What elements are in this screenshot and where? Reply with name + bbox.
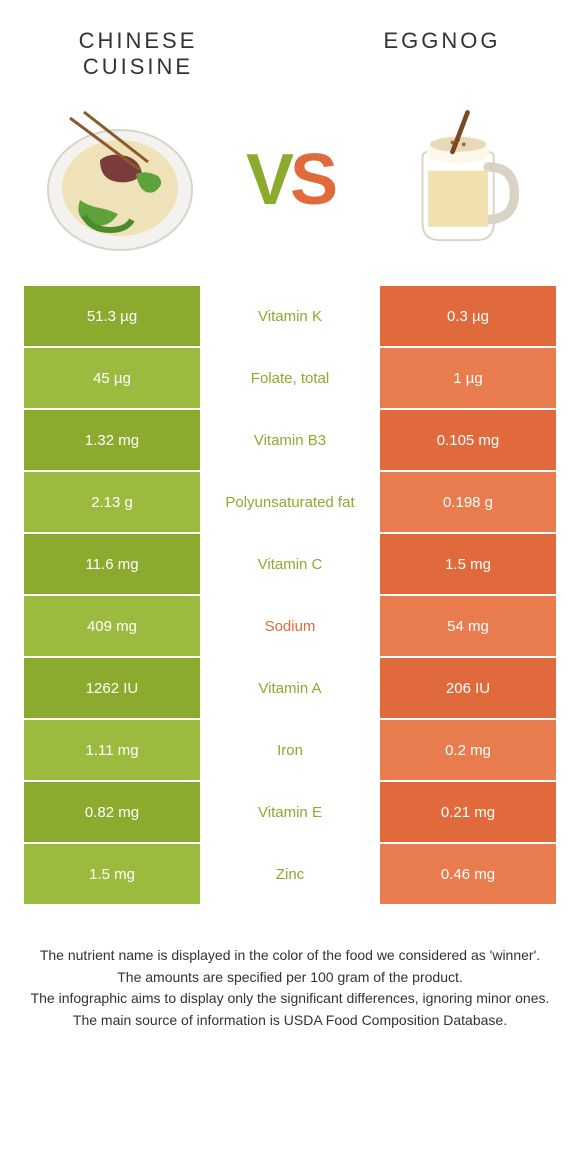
title-right: EGGNOG: [352, 28, 532, 80]
footnote-line: The nutrient name is displayed in the co…: [30, 946, 550, 966]
right-value: 0.105 mg: [380, 410, 556, 470]
right-value: 1 µg: [380, 348, 556, 408]
right-value: 0.198 g: [380, 472, 556, 532]
nutrient-name: Zinc: [200, 844, 380, 904]
table-row: 1.5 mgZinc0.46 mg: [24, 844, 556, 904]
left-value: 1.11 mg: [24, 720, 200, 780]
right-value: 206 IU: [380, 658, 556, 718]
footnote-line: The amounts are specified per 100 gram o…: [30, 968, 550, 988]
left-value: 45 µg: [24, 348, 200, 408]
left-value: 1.32 mg: [24, 410, 200, 470]
header: CHINESE CUISINE EGGNOG: [0, 0, 580, 80]
nutrient-name: Vitamin K: [200, 286, 380, 346]
nutrient-name: Vitamin A: [200, 658, 380, 718]
left-value: 2.13 g: [24, 472, 200, 532]
title-left: CHINESE CUISINE: [48, 28, 228, 80]
left-value: 1262 IU: [24, 658, 200, 718]
right-value: 0.2 mg: [380, 720, 556, 780]
nutrient-name: Vitamin B3: [200, 410, 380, 470]
table-row: 1.32 mgVitamin B30.105 mg: [24, 410, 556, 470]
table-row: 2.13 gPolyunsaturated fat0.198 g: [24, 472, 556, 532]
table-row: 51.3 µgVitamin K0.3 µg: [24, 286, 556, 346]
footnote-line: The infographic aims to display only the…: [30, 989, 550, 1009]
nutrient-table: 51.3 µgVitamin K0.3 µg45 µgFolate, total…: [0, 286, 580, 904]
nutrient-name: Sodium: [200, 596, 380, 656]
left-value: 1.5 mg: [24, 844, 200, 904]
nutrient-name: Vitamin E: [200, 782, 380, 842]
table-row: 0.82 mgVitamin E0.21 mg: [24, 782, 556, 842]
nutrient-name: Folate, total: [200, 348, 380, 408]
table-row: 11.6 mgVitamin C1.5 mg: [24, 534, 556, 594]
right-value: 0.3 µg: [380, 286, 556, 346]
table-row: 45 µgFolate, total1 µg: [24, 348, 556, 408]
nutrient-name: Iron: [200, 720, 380, 780]
right-value: 0.46 mg: [380, 844, 556, 904]
right-value: 0.21 mg: [380, 782, 556, 842]
vs-label: V S: [246, 139, 334, 221]
footnote-line: The main source of information is USDA F…: [30, 1011, 550, 1031]
left-value: 409 mg: [24, 596, 200, 656]
eggnog-image: [380, 100, 540, 260]
table-row: 409 mgSodium54 mg: [24, 596, 556, 656]
table-row: 1262 IUVitamin A206 IU: [24, 658, 556, 718]
table-row: 1.11 mgIron0.2 mg: [24, 720, 556, 780]
image-row: V S: [0, 80, 580, 286]
footnotes: The nutrient name is displayed in the co…: [0, 906, 580, 1030]
nutrient-name: Vitamin C: [200, 534, 380, 594]
vs-v: V: [246, 139, 290, 221]
right-value: 54 mg: [380, 596, 556, 656]
left-value: 51.3 µg: [24, 286, 200, 346]
vs-s: S: [290, 139, 334, 221]
nutrient-name: Polyunsaturated fat: [200, 472, 380, 532]
chinese-cuisine-image: [40, 100, 200, 260]
right-value: 1.5 mg: [380, 534, 556, 594]
left-value: 0.82 mg: [24, 782, 200, 842]
left-value: 11.6 mg: [24, 534, 200, 594]
infographic-root: CHINESE CUISINE EGGNOG V S: [0, 0, 580, 1174]
